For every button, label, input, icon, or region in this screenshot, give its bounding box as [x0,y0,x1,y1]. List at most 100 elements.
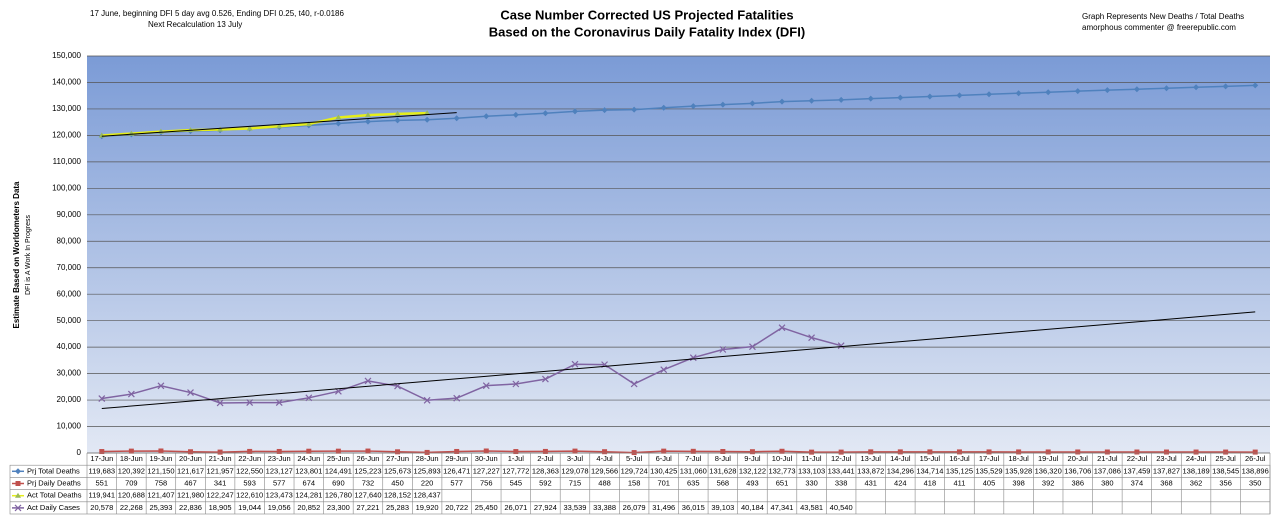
table-cell: 126,780 [325,491,352,500]
table-cell: 26,079 [623,503,646,512]
marker [1016,449,1022,455]
x-tick-label: 30-Jun [475,454,498,463]
marker [926,93,933,100]
table-cell: 593 [243,478,256,487]
marker [1193,84,1200,91]
table-cell: 130,425 [650,466,677,475]
marker [1015,90,1022,97]
y-tick-label: 40,000 [57,342,82,351]
table-cell: 39,103 [711,503,734,512]
x-tick-label: 16-Jul [949,454,970,463]
legend-marker [14,504,22,512]
marker [720,448,726,454]
marker [217,449,223,455]
table-cell: 431 [864,478,877,487]
y-tick-label: 80,000 [57,236,82,245]
table-cell: 551 [96,478,109,487]
table-cell: 651 [776,478,789,487]
marker [571,108,578,115]
table-cell: 127,772 [502,466,529,475]
marker [838,96,845,103]
x-tick-label: 22-Jul [1127,454,1148,463]
x-tick-label: 27-Jun [386,454,409,463]
x-tick-label: 2-Jul [537,454,554,463]
marker [483,448,489,454]
marker [128,448,134,454]
marker [305,394,313,402]
marker [1074,88,1081,95]
table-cell: 33,388 [593,503,616,512]
marker [986,91,993,98]
marker [158,448,164,454]
marker [216,399,224,407]
x-tick-label: 14-Jul [890,454,911,463]
marker [335,448,341,454]
table-cell: 127,227 [473,466,500,475]
table-cell: 138,896 [1242,466,1269,475]
table-cell: 758 [155,478,168,487]
table-cell: 125,893 [414,466,441,475]
marker [453,115,460,122]
table-cell: 36,015 [682,503,705,512]
marker [1163,449,1169,455]
marker [808,97,815,104]
table-cell: 40,184 [741,503,764,512]
marker [1104,449,1110,455]
table-cell: 127,640 [354,491,381,500]
legend-marker [15,481,21,486]
table-cell: 121,150 [147,466,174,475]
table-cell: 136,320 [1035,466,1062,475]
marker [1104,87,1111,94]
marker [335,120,342,127]
marker [809,449,815,455]
x-tick-label: 23-Jun [268,454,291,463]
marker [364,112,371,118]
marker [247,448,253,454]
table-cell: 47,341 [771,503,794,512]
marker [423,396,431,404]
marker [1193,449,1199,455]
table-cell: 362 [1190,478,1203,487]
x-tick-label: 23-Jul [1156,454,1177,463]
x-tick-label: 25-Jun [327,454,350,463]
table-cell: 220 [421,478,434,487]
table-cell: 27,221 [356,503,379,512]
marker [690,103,697,110]
y-tick-label: 100,000 [52,183,81,192]
marker [897,449,903,455]
marker [779,98,786,105]
marker [394,117,401,124]
table-cell: 392 [1042,478,1055,487]
table-cell: 124,491 [325,466,352,475]
table-cell: 31,496 [652,503,675,512]
table-cell: 709 [125,478,138,487]
x-tick-label: 7-Jul [685,454,702,463]
x-tick-label: 3-Jul [567,454,584,463]
table-cell: 545 [510,478,523,487]
marker [454,448,460,454]
table-cell: 26,071 [504,503,527,512]
x-tick-label: 28-Jun [416,454,439,463]
legend-marker [15,492,21,498]
table-cell: 398 [1012,478,1025,487]
x-tick-label: 29-Jun [445,454,468,463]
marker [1252,449,1258,455]
table-cell: 19,056 [268,503,291,512]
table-cell: 20,722 [445,503,468,512]
table-cell: 25,283 [386,503,409,512]
table-cell: 134,296 [887,466,914,475]
table-cell: 132,773 [768,466,795,475]
marker [1252,82,1259,89]
marker [187,127,194,133]
table-cell: 138,545 [1212,466,1239,475]
x-tick-label: 5-Jul [626,454,643,463]
table-cell: 128,363 [532,466,559,475]
marker [99,449,105,455]
marker [868,449,874,455]
x-tick-label: 25-Jul [1215,454,1236,463]
chart-title: Based on the Coronavirus Daily Fatality … [489,24,805,39]
trendline [101,311,1256,410]
table-cell: 715 [569,478,582,487]
table-cell: 121,957 [207,466,234,475]
table-cell: 25,393 [149,503,172,512]
